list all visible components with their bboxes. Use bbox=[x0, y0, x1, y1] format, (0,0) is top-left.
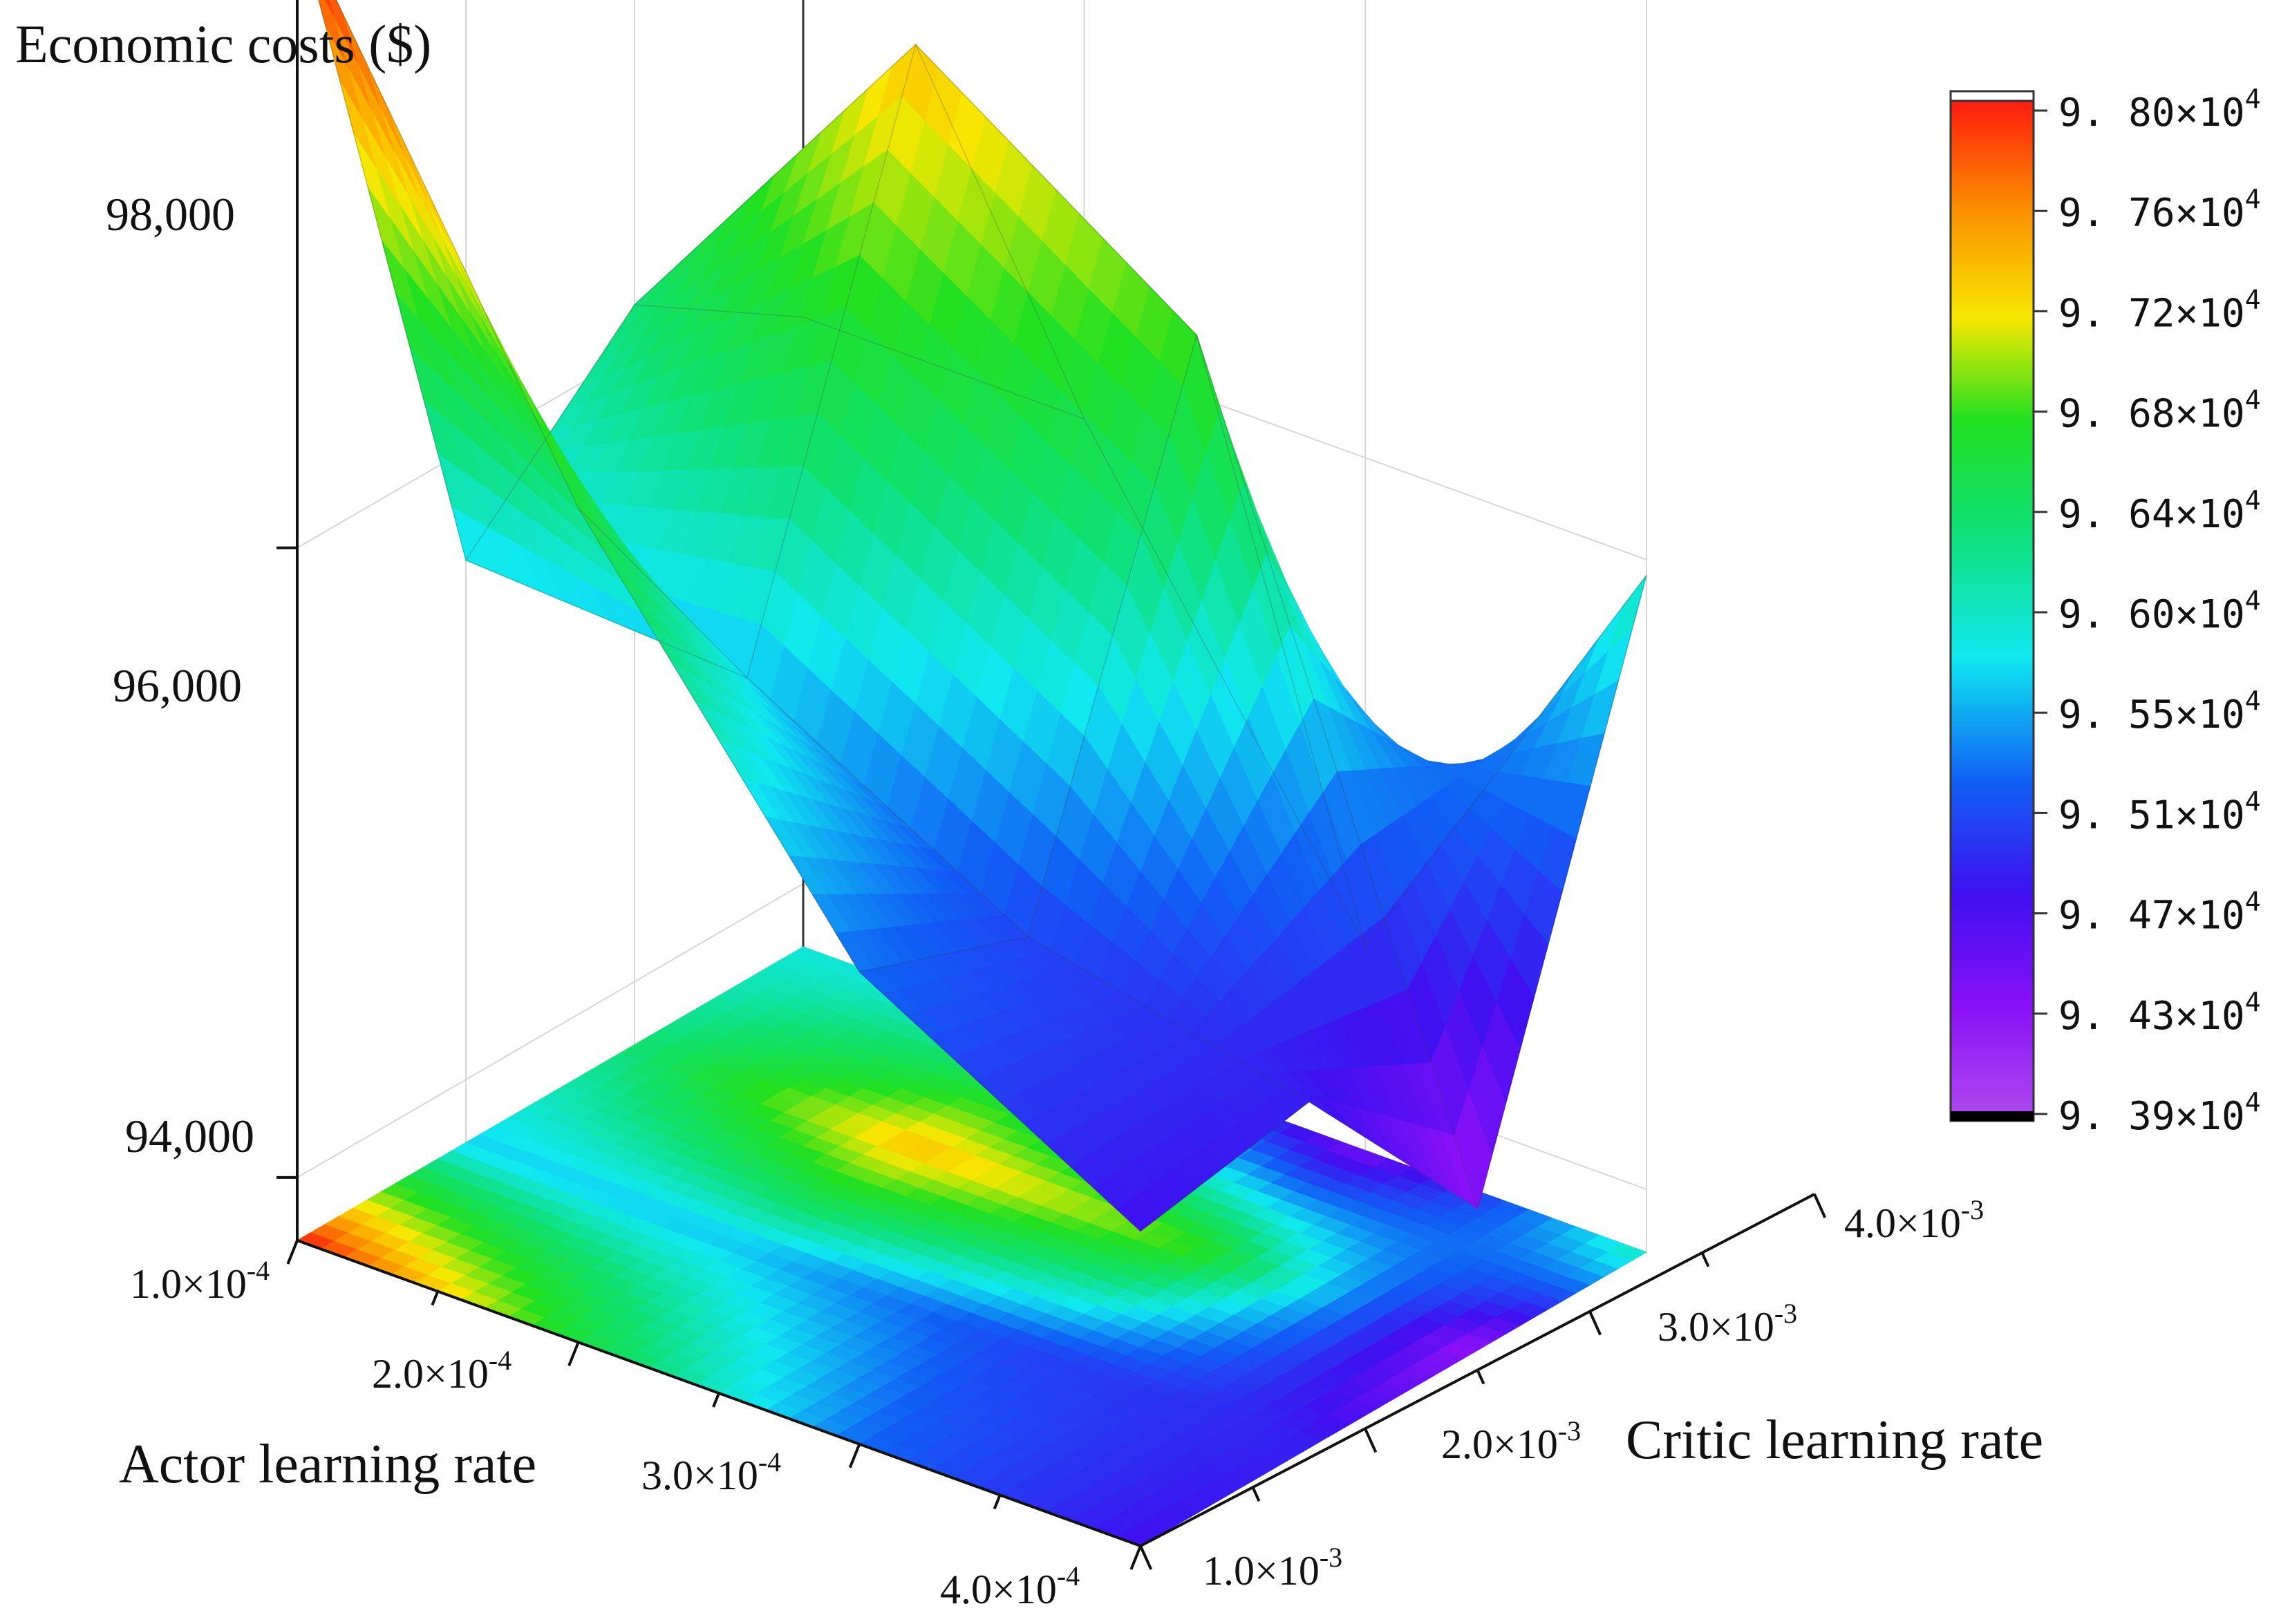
x-tick-label: 2.0×10-4 bbox=[372, 1345, 512, 1397]
colorbar-label: 9. 76×104 bbox=[2058, 184, 2261, 236]
y-tick-label: 4.0×10-3 bbox=[1844, 1194, 1984, 1246]
z-tick-label: 94,000 bbox=[125, 1110, 254, 1162]
colorbar: 9. 80×104 9. 76×104 9. 72×104 9. 68×104 9. 6… bbox=[1949, 84, 2261, 1139]
surface-mesh-line bbox=[634, 44, 1479, 1209]
colorbar-label: 9. 47×104 bbox=[2058, 887, 2261, 938]
y-tick-label: 3.0×10-3 bbox=[1658, 1298, 1797, 1350]
x-tick-mark bbox=[1129, 1545, 1142, 1570]
surface-mesh-line bbox=[465, 559, 1310, 1102]
colorbar-label: 9. 43×104 bbox=[2058, 987, 2261, 1039]
z-tick-label: 98,000 bbox=[106, 188, 235, 240]
x-tick-mark bbox=[286, 1240, 299, 1265]
surface-mesh-line bbox=[859, 333, 1367, 973]
floor-cell bbox=[1608, 1243, 1648, 1261]
surface-mesh-line bbox=[318, 0, 804, 562]
y-tick-mark bbox=[1588, 1310, 1602, 1336]
x-tick-mark bbox=[993, 1494, 1002, 1510]
x-axis-title: Actor learning rate bbox=[119, 1434, 536, 1495]
colorbar-label: 9. 64×104 bbox=[2058, 485, 2261, 537]
colorbar-label: 9. 68×104 bbox=[2058, 385, 2261, 437]
surface-facet bbox=[1116, 1198, 1156, 1232]
x-tick-mark bbox=[712, 1392, 720, 1408]
colorbar-top-cap bbox=[1949, 90, 2035, 102]
x-tick-label: 3.0×10-4 bbox=[641, 1446, 781, 1498]
floor-projection bbox=[296, 946, 1648, 1547]
colorbar-label: 9. 51×104 bbox=[2058, 786, 2261, 838]
y-tick-mark bbox=[1139, 1545, 1153, 1570]
x-tick-label: 1.0×10-4 bbox=[130, 1255, 270, 1307]
colorbar-gradient bbox=[1949, 90, 2035, 1122]
x-tick-mark bbox=[567, 1341, 580, 1367]
colorbar-label: 9. 60×104 bbox=[2058, 585, 2261, 637]
y-tick-mark bbox=[1813, 1193, 1827, 1218]
y-tick-mark bbox=[1251, 1486, 1261, 1502]
colorbar-label: 9. 55×104 bbox=[2058, 686, 2261, 737]
y-tick-mark bbox=[1364, 1428, 1378, 1453]
x-tick-mark bbox=[848, 1443, 861, 1469]
surface-mesh-line bbox=[578, 43, 1085, 679]
z-tick-label: 96,000 bbox=[113, 659, 242, 712]
x-tick-mark bbox=[431, 1290, 440, 1306]
surface bbox=[318, 0, 1647, 1232]
axes-frame bbox=[276, 0, 1827, 1570]
y-tick-mark bbox=[1476, 1369, 1485, 1385]
y-tick-mark bbox=[1700, 1252, 1710, 1267]
surface-mesh-line bbox=[335, 0, 1141, 1231]
x-axis-ticks: 1.0×10-4 2.0×10-4 3.0×10-4 4.0×10-4 bbox=[130, 1255, 1080, 1612]
colorbar-label: 9. 80×104 bbox=[2058, 84, 2261, 135]
y-tick-label: 2.0×10-3 bbox=[1441, 1415, 1581, 1467]
y-axis-ticks: 1.0×10-3 2.0×10-3 3.0×10-3 4.0×10-3 bbox=[1203, 1194, 1984, 1594]
z-axis-ticks: 98,000 96,000 94,000 bbox=[106, 188, 254, 1162]
colorbar-label: 9. 39×104 bbox=[2058, 1087, 2261, 1139]
surface-mesh-line bbox=[803, 317, 1647, 947]
surface-mesh-line bbox=[1140, 575, 1647, 1231]
colorbar-bottom-cap bbox=[1951, 1111, 2034, 1121]
y-tick-label: 1.0×10-3 bbox=[1203, 1542, 1342, 1594]
y-axis-title: Critic learning rate bbox=[1626, 1410, 2043, 1471]
z-axis-title: Economic costs ($) bbox=[15, 14, 431, 74]
x-tick-label: 4.0×10-4 bbox=[940, 1560, 1080, 1612]
colorbar-label: 9. 72×104 bbox=[2058, 284, 2261, 336]
